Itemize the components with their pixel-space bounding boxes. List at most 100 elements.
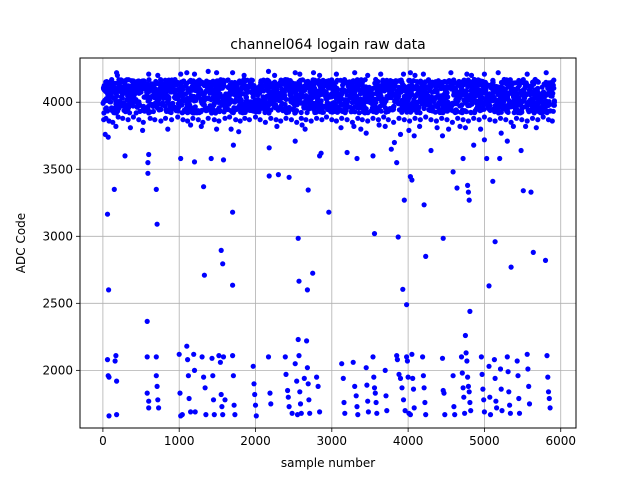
data-point: [476, 117, 482, 123]
data-point: [210, 397, 217, 403]
data-point: [411, 133, 417, 139]
data-point: [146, 71, 152, 77]
data-point: [533, 125, 539, 131]
data-point: [526, 383, 532, 389]
data-point: [230, 373, 236, 379]
data-point: [439, 355, 446, 361]
data-point: [191, 71, 198, 77]
data-point: [216, 353, 222, 359]
data-point: [185, 373, 191, 379]
data-point: [114, 72, 120, 78]
data-point: [221, 80, 227, 86]
data-point: [283, 371, 289, 377]
data-point: [394, 353, 400, 359]
data-point: [153, 354, 159, 360]
data-point: [529, 115, 536, 121]
data-point: [141, 78, 147, 84]
data-point: [526, 401, 533, 407]
data-point: [407, 412, 413, 418]
data-point: [227, 99, 234, 105]
data-point: [169, 117, 175, 123]
data-point: [338, 125, 344, 131]
x-axis-label: sample number: [281, 456, 375, 470]
data-point: [383, 393, 389, 399]
data-point: [186, 395, 192, 402]
data-point: [349, 99, 355, 106]
data-point: [478, 126, 484, 132]
data-point: [140, 127, 146, 133]
data-point: [462, 410, 468, 416]
data-point: [155, 72, 161, 78]
data-point: [428, 147, 434, 154]
data-point: [349, 119, 355, 125]
data-point: [364, 382, 370, 388]
data-point: [420, 373, 426, 379]
data-point: [268, 115, 274, 121]
data-point: [262, 119, 268, 125]
data-point: [550, 108, 556, 114]
data-point: [391, 103, 397, 109]
data-point: [144, 390, 150, 396]
data-point: [104, 357, 111, 363]
data-point: [504, 354, 510, 360]
data-point: [199, 354, 205, 360]
data-point: [297, 389, 303, 395]
data-point: [108, 99, 114, 105]
data-point: [362, 77, 368, 83]
data-point: [246, 117, 252, 123]
data-point: [462, 125, 468, 131]
data-point: [292, 138, 298, 144]
data-point: [359, 117, 365, 123]
data-point: [452, 412, 458, 418]
y-tick-label: 2000: [42, 363, 73, 377]
data-point: [112, 358, 118, 364]
data-point: [404, 354, 410, 360]
data-point: [249, 78, 255, 84]
data-point: [492, 239, 498, 245]
data-point: [286, 174, 292, 180]
data-point: [201, 184, 207, 190]
data-point: [481, 137, 487, 143]
data-point: [404, 302, 410, 308]
data-point: [508, 264, 514, 270]
data-point: [410, 386, 417, 392]
data-point: [345, 98, 351, 104]
data-point: [462, 332, 468, 339]
data-point: [401, 197, 407, 203]
x-tick-label: 6000: [545, 434, 576, 448]
data-point: [105, 134, 111, 140]
x-tick-label: 3000: [317, 434, 348, 448]
data-point: [286, 404, 292, 410]
data-point: [155, 397, 161, 403]
data-point: [463, 88, 469, 94]
y-tick-label: 4000: [42, 95, 73, 109]
data-point: [487, 117, 493, 123]
data-point: [487, 103, 493, 109]
data-point: [295, 336, 301, 343]
data-point: [445, 99, 451, 105]
data-point: [184, 343, 190, 349]
data-point: [434, 125, 440, 131]
data-point: [400, 286, 406, 292]
data-point: [302, 87, 308, 93]
data-point: [230, 282, 236, 288]
data-point: [191, 351, 197, 357]
data-point: [494, 405, 500, 411]
data-point: [365, 72, 371, 78]
data-point: [401, 117, 407, 123]
data-point: [407, 70, 413, 76]
data-point: [201, 272, 207, 278]
y-tick-label: 2500: [42, 296, 73, 310]
data-point: [295, 235, 301, 241]
data-point: [450, 169, 456, 175]
data-point: [398, 77, 404, 83]
data-point: [154, 383, 160, 389]
data-point: [481, 114, 487, 120]
data-point: [445, 94, 451, 100]
data-point: [465, 182, 471, 188]
data-point: [304, 338, 310, 344]
data-point: [461, 394, 467, 400]
data-point: [412, 115, 418, 121]
data-point: [211, 117, 217, 123]
data-point: [513, 115, 520, 121]
